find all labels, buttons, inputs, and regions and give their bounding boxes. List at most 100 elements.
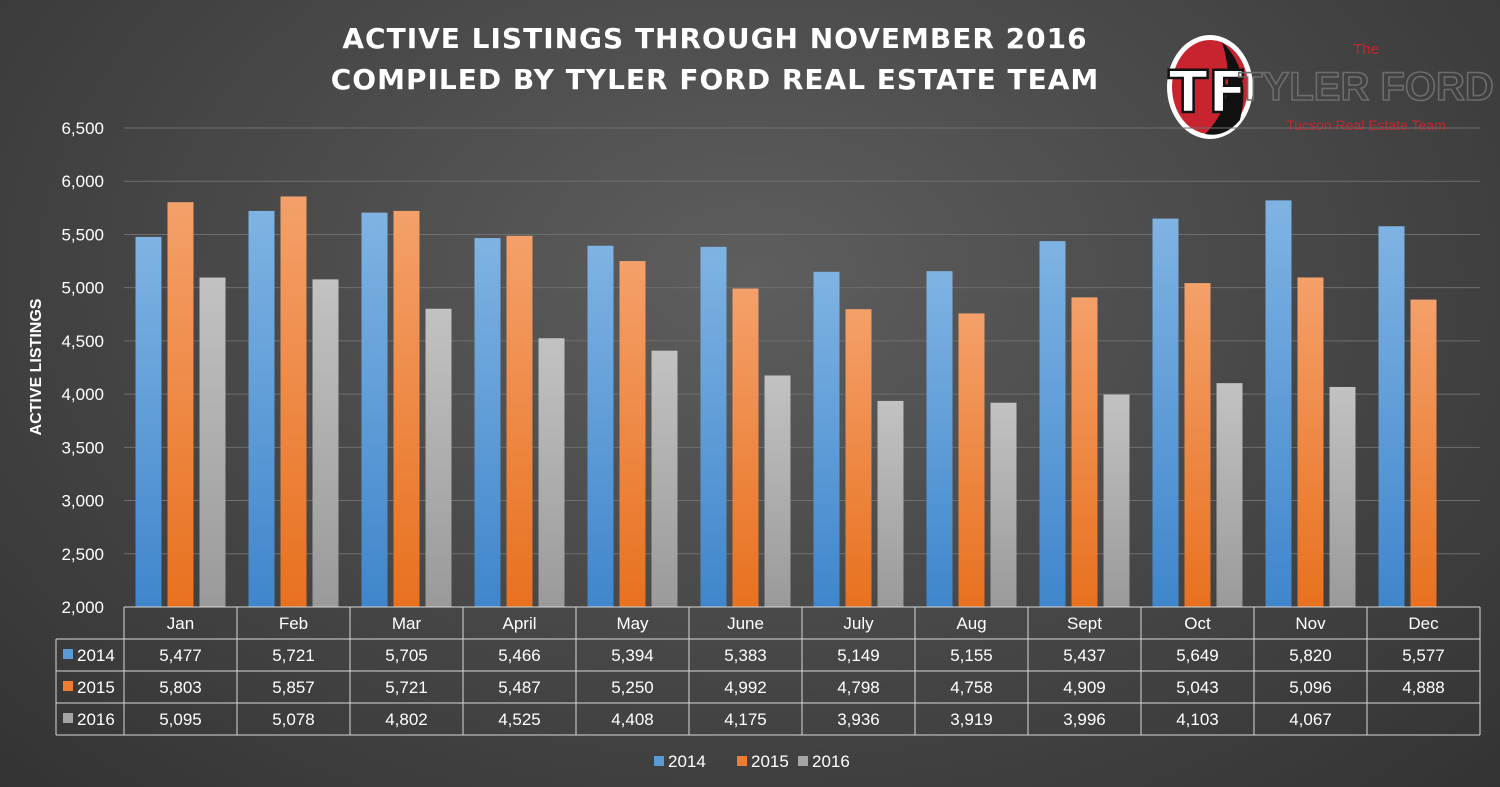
data-label: 5,078 <box>272 710 315 729</box>
data-label: 4,175 <box>724 710 767 729</box>
data-label: 5,487 <box>498 678 541 697</box>
bar-2016-may <box>651 350 678 607</box>
y-tick-label: 2,000 <box>61 598 104 617</box>
bar-2015-july <box>845 309 872 607</box>
bar-2015-oct <box>1184 283 1211 607</box>
table-series-swatch <box>63 649 73 659</box>
logo-subtitle-text: Tucson Real Estate Team <box>1286 117 1446 133</box>
x-tick-label: Dec <box>1408 614 1439 633</box>
y-axis-ticks: 2,000 2,500 3,000 3,500 4,000 4,500 5,000 5,500… <box>61 119 104 617</box>
bar-2014-oct <box>1152 218 1179 607</box>
x-tick-label: May <box>616 614 649 633</box>
data-label: 4,798 <box>837 678 880 697</box>
table-series-name: 2015 <box>77 678 115 697</box>
bar-2015-jan <box>167 202 194 607</box>
bar-2015-dec <box>1410 299 1437 607</box>
logo-name-text: TYLER FORD <box>1238 65 1494 109</box>
y-tick-label: 3,500 <box>61 438 104 457</box>
table-series-name: 2016 <box>77 710 115 729</box>
bar-2016-april <box>538 338 565 607</box>
gridlines <box>124 127 1480 555</box>
y-tick-label: 5,000 <box>61 279 104 298</box>
data-label: 4,408 <box>611 710 654 729</box>
bar-2014-nov <box>1265 200 1292 608</box>
data-label: 5,155 <box>950 646 993 665</box>
y-tick-label: 4,500 <box>61 332 104 351</box>
x-tick-label: Aug <box>956 614 986 633</box>
bar-2016-sept <box>1103 394 1130 607</box>
data-label: 5,437 <box>1063 646 1106 665</box>
y-tick-label: 5,500 <box>61 225 104 244</box>
chart-title-line-1: ACTIVE LISTINGS THROUGH NOVEMBER 2016 <box>342 22 1087 55</box>
data-label: 4,525 <box>498 710 541 729</box>
data-label: 4,103 <box>1176 710 1219 729</box>
data-label: 4,888 <box>1402 678 1445 697</box>
x-tick-label: June <box>727 614 764 633</box>
bar-2015-april <box>506 235 533 607</box>
legend-label-2014: 2014 <box>668 752 706 771</box>
y-tick-label: 2,500 <box>61 545 104 564</box>
data-table: Jan Feb Mar April May June July Aug Sept Oct Nov De… <box>55 606 1481 736</box>
x-tick-label: Nov <box>1295 614 1326 633</box>
data-label: 5,721 <box>385 678 428 697</box>
bar-2014-june <box>700 246 727 607</box>
x-tick-label: Feb <box>279 614 308 633</box>
y-tick-label: 4,000 <box>61 385 104 404</box>
bar-2015-sept <box>1071 297 1098 607</box>
bar-2014-feb <box>248 210 275 607</box>
data-label: 5,095 <box>159 710 202 729</box>
data-label: 5,721 <box>272 646 315 665</box>
legend-label-2015: 2015 <box>751 752 789 771</box>
y-tick-label: 6,500 <box>61 119 104 138</box>
table-series-swatch <box>63 681 73 691</box>
table-series-name: 2014 <box>77 646 115 665</box>
x-tick-label: Jan <box>167 614 194 633</box>
data-label: 4,802 <box>385 710 428 729</box>
data-label: 4,067 <box>1289 710 1332 729</box>
data-label: 4,909 <box>1063 678 1106 697</box>
data-label: 5,394 <box>611 646 654 665</box>
data-label: 5,820 <box>1289 646 1332 665</box>
data-label: 5,096 <box>1289 678 1332 697</box>
bar-2016-nov <box>1329 386 1356 607</box>
bar-2016-jan <box>199 277 226 607</box>
logo-the-text: The <box>1353 41 1379 58</box>
bar-2015-mar <box>393 210 420 607</box>
x-tick-label: July <box>843 614 874 633</box>
data-label: 3,936 <box>837 710 880 729</box>
bar-2015-june <box>732 288 759 607</box>
table-series-swatch <box>63 713 73 723</box>
data-label: 5,649 <box>1176 646 1219 665</box>
data-label: 5,705 <box>385 646 428 665</box>
bars <box>135 196 1437 608</box>
bar-2015-may <box>619 261 646 607</box>
tyler-ford-logo: TF The TYLER FORD Tucson Real Estate Tea… <box>1167 35 1495 139</box>
x-tick-label: Sept <box>1067 614 1102 633</box>
bar-2015-nov <box>1297 277 1324 607</box>
bar-2016-july <box>877 400 904 607</box>
data-label: 4,992 <box>724 678 767 697</box>
y-axis-title: ACTIVE LISTINGS <box>28 298 45 435</box>
data-label: 5,043 <box>1176 678 1219 697</box>
bar-2014-july <box>813 271 840 607</box>
data-label: 5,477 <box>159 646 202 665</box>
logo-badge-shadow <box>1205 42 1244 135</box>
bar-2014-aug <box>926 271 953 607</box>
bar-2016-aug <box>990 402 1017 607</box>
legend-swatch-2015 <box>737 756 747 766</box>
bar-2016-mar <box>425 308 452 607</box>
logo-monogram: TF <box>1168 58 1247 126</box>
data-label: 5,250 <box>611 678 654 697</box>
bar-2014-mar <box>361 212 388 607</box>
y-tick-label: 3,000 <box>61 492 104 511</box>
chart-title-line-2: COMPILED BY TYLER FORD REAL ESTATE TEAM <box>331 63 1099 96</box>
data-label: 5,857 <box>272 678 315 697</box>
bar-2014-jan <box>135 236 162 607</box>
bar-2015-aug <box>958 313 985 607</box>
bar-2014-april <box>474 238 501 608</box>
bar-2014-dec <box>1378 226 1405 607</box>
data-label: 5,803 <box>159 678 202 697</box>
data-label: 5,383 <box>724 646 767 665</box>
bar-2016-june <box>764 375 791 607</box>
x-tick-label: April <box>502 614 536 633</box>
